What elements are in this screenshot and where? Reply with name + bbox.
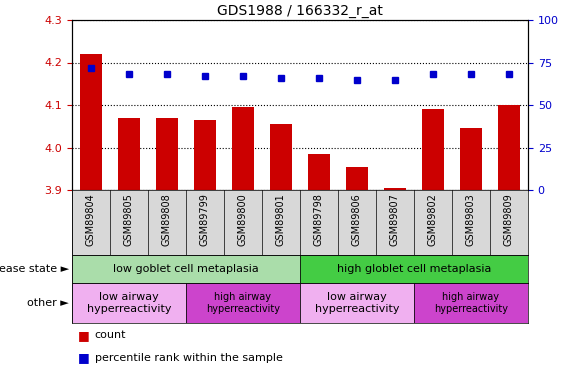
Bar xyxy=(459,128,482,190)
Bar xyxy=(383,188,406,190)
Text: GSM89800: GSM89800 xyxy=(238,193,248,246)
Bar xyxy=(414,283,528,323)
Text: percentile rank within the sample: percentile rank within the sample xyxy=(95,353,283,363)
Bar xyxy=(307,154,330,190)
Text: GSM89798: GSM89798 xyxy=(314,193,324,246)
Bar xyxy=(346,166,368,190)
Text: low goblet cell metaplasia: low goblet cell metaplasia xyxy=(113,264,259,274)
Bar xyxy=(270,124,292,190)
Text: other ►: other ► xyxy=(28,298,69,308)
Text: GSM89805: GSM89805 xyxy=(124,193,134,246)
Bar xyxy=(79,54,102,190)
Text: GSM89807: GSM89807 xyxy=(390,193,400,246)
Bar xyxy=(194,120,216,190)
Text: high airway
hyperreactivity: high airway hyperreactivity xyxy=(206,292,280,314)
Bar xyxy=(300,255,528,283)
Text: low airway
hyperreactivity: low airway hyperreactivity xyxy=(87,292,171,314)
Text: ■: ■ xyxy=(78,351,90,364)
Text: GSM89809: GSM89809 xyxy=(504,193,514,246)
Text: ■: ■ xyxy=(78,329,90,342)
Text: high globlet cell metaplasia: high globlet cell metaplasia xyxy=(337,264,491,274)
Title: GDS1988 / 166332_r_at: GDS1988 / 166332_r_at xyxy=(217,4,383,18)
Bar xyxy=(422,109,444,190)
Text: GSM89799: GSM89799 xyxy=(200,193,210,246)
Text: count: count xyxy=(95,330,126,340)
Bar xyxy=(300,283,414,323)
Text: GSM89801: GSM89801 xyxy=(276,193,286,246)
Text: high airway
hyperreactivity: high airway hyperreactivity xyxy=(434,292,508,314)
Text: GSM89804: GSM89804 xyxy=(86,193,96,246)
Text: GSM89802: GSM89802 xyxy=(428,193,438,246)
Bar xyxy=(498,105,520,190)
Bar xyxy=(186,283,300,323)
Bar xyxy=(72,255,300,283)
Text: GSM89806: GSM89806 xyxy=(352,193,362,246)
Bar xyxy=(72,283,186,323)
Bar xyxy=(155,118,178,190)
Text: GSM89803: GSM89803 xyxy=(466,193,476,246)
Text: disease state ►: disease state ► xyxy=(0,264,69,274)
Bar xyxy=(231,107,254,190)
Text: low airway
hyperreactivity: low airway hyperreactivity xyxy=(315,292,399,314)
Bar xyxy=(118,118,140,190)
Text: GSM89808: GSM89808 xyxy=(162,193,172,246)
